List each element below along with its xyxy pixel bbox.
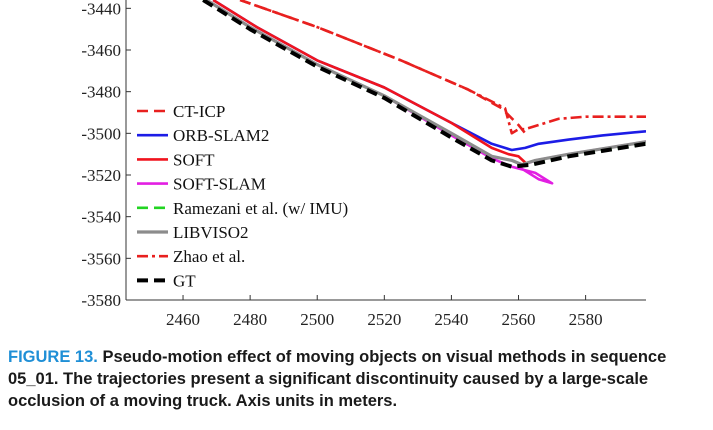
x-tick-label: 2460 [166, 310, 200, 329]
x-tick-label: 2560 [502, 310, 536, 329]
legend-label: ORB-SLAM2 [173, 126, 269, 145]
y-tick-label: -3500 [81, 124, 121, 143]
series-line-soft [212, 0, 527, 164]
series-layer [202, 0, 646, 185]
legend-label: GT [173, 271, 196, 290]
trajectory-chart: 2460 2480 2500 2520 2540 2560 2580 -3440 -3460 -3… [81, 0, 646, 329]
y-tick-label: -3540 [81, 208, 121, 227]
y-tick-label: -3440 [81, 0, 121, 18]
x-tick-label: 2580 [569, 310, 603, 329]
x-tick-label: 2520 [367, 310, 401, 329]
y-tick-label: -3460 [81, 41, 121, 60]
x-tick-label: 2500 [300, 310, 334, 329]
x-tick-label: 2540 [434, 310, 468, 329]
legend-label: LIBVISO2 [173, 223, 249, 242]
x-tick-label: 2480 [233, 310, 267, 329]
y-tick-label: -3580 [81, 291, 121, 310]
series-line-zhao-et-al [239, 0, 646, 135]
y-tick-label: -3480 [81, 83, 121, 102]
legend-label: SOFT [173, 150, 215, 169]
series-line-gt [202, 0, 646, 169]
series-line-soft-slam [205, 0, 646, 185]
legend-label: Ramezani et al. (w/ IMU) [173, 199, 348, 218]
figure-label: FIGURE 13. [8, 348, 98, 366]
series-line-ramezani-et-al-w-imu [202, 0, 646, 168]
legend-label: SOFT-SLAM [173, 175, 266, 194]
figure-caption: FIGURE 13. Pseudo-motion effect of movin… [8, 346, 708, 412]
series-line-orb-slam2 [212, 0, 646, 152]
axes-layer: 2460 2480 2500 2520 2540 2560 2580 -3440 -3460 -3… [81, 0, 646, 329]
legend-label: CT-ICP [173, 102, 225, 121]
series-line-libviso2 [205, 0, 646, 167]
y-tick-label: -3520 [81, 166, 121, 185]
legend: CT-ICP ORB-SLAM2 SOFT SOFT-SLAM Ramezani et … [137, 102, 348, 290]
y-tick-label: -3560 [81, 249, 121, 268]
series-line-ct-icp [239, 0, 527, 135]
legend-label: Zhao et al. [173, 247, 245, 266]
caption-text: Pseudo-motion effect of moving objects o… [8, 348, 667, 410]
